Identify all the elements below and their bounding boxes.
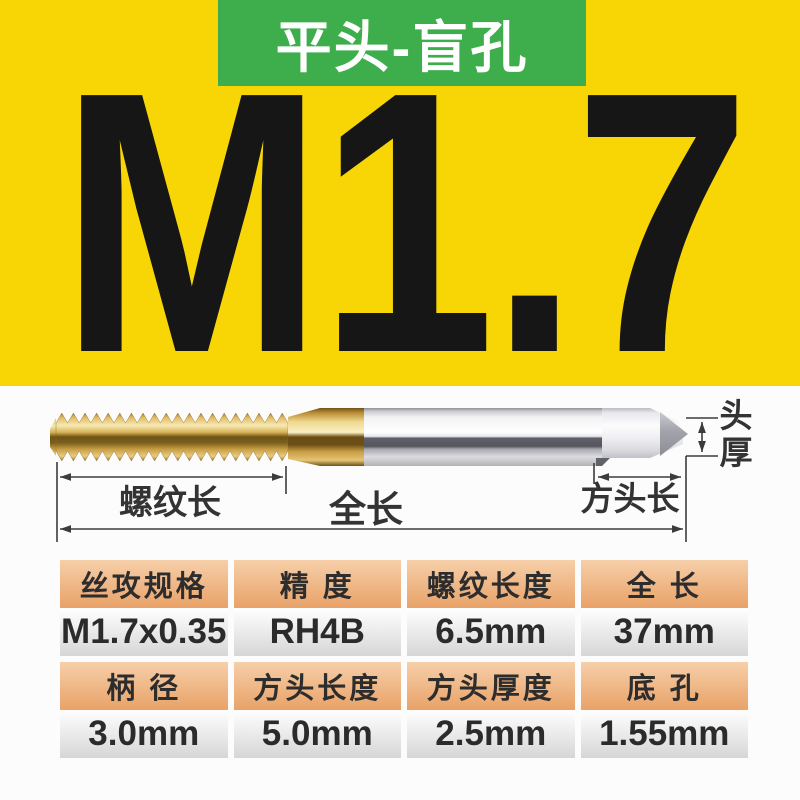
spec-header: 柄 径 <box>60 662 228 710</box>
spec-value: RH4B <box>233 608 401 656</box>
tap-thread-section <box>55 412 289 462</box>
spec-header: 螺纹长度 <box>407 560 575 608</box>
badge-label: 平头-盲孔 <box>275 15 529 79</box>
tap-left-tip <box>50 418 56 456</box>
dimension-lines <box>56 417 718 542</box>
label-thread-length: 螺纹长 <box>119 484 221 522</box>
tap-head-notch <box>596 458 610 466</box>
product-type-badge: 平头-盲孔 <box>218 0 586 86</box>
tap-cone-transition <box>288 408 320 466</box>
spec-value: 1.55mm <box>580 710 748 758</box>
spec-header: 底 孔 <box>580 662 748 710</box>
label-total-length: 全长 <box>328 488 403 530</box>
spec-value: M1.7x0.35 <box>60 608 228 656</box>
tap-shank <box>364 408 602 466</box>
spec-table-group-2: 柄 径 方头长度 方头厚度 底 孔 3.0mm 5.0mm 2.5mm 1.55… <box>60 662 748 758</box>
spec-value: 5.0mm <box>233 710 401 758</box>
spec-header: 方头厚度 <box>407 662 575 710</box>
size-headline: M1.7 <box>60 14 750 430</box>
label-head-thickness: 头厚 <box>715 398 752 472</box>
spec-header: 全 长 <box>580 560 748 608</box>
spec-table-group-1: 丝攻规格 精 度 螺纹长度 全 长 M1.7x0.35 RH4B 6.5mm 3… <box>60 560 748 656</box>
spec-value: 37mm <box>580 608 748 656</box>
spec-value: 2.5mm <box>407 710 575 758</box>
spec-value: 6.5mm <box>407 608 575 656</box>
spec-header: 丝攻规格 <box>60 560 228 608</box>
tap-head-tip-facet <box>660 412 688 456</box>
spec-header: 方头长度 <box>233 662 401 710</box>
spec-header: 精 度 <box>233 560 401 608</box>
tap-gold-neck <box>320 408 364 466</box>
tap-illustration <box>50 408 688 466</box>
spec-table: 丝攻规格 精 度 螺纹长度 全 长 M1.7x0.35 RH4B 6.5mm 3… <box>60 560 748 758</box>
spec-value: 3.0mm <box>60 710 228 758</box>
label-square-head-length: 方头长 <box>581 480 680 517</box>
